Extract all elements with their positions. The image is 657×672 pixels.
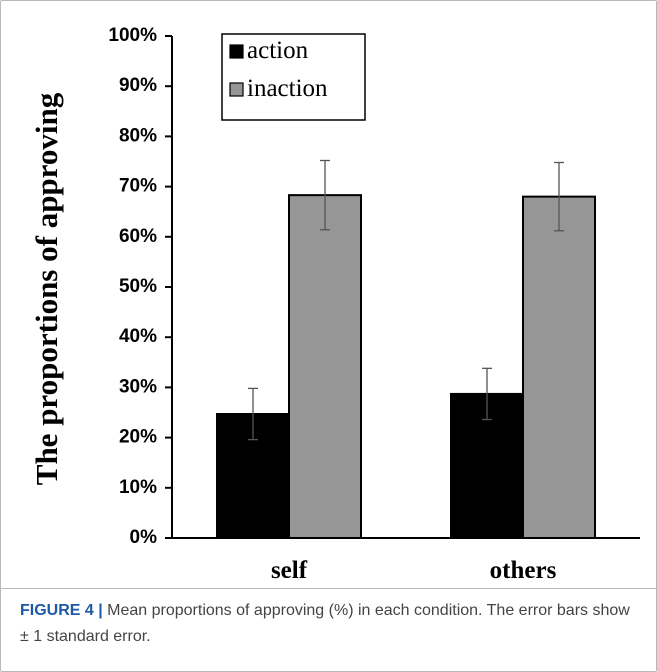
y-tick-label: 80% bbox=[119, 125, 157, 146]
y-tick-label: 10% bbox=[119, 477, 157, 498]
bar-chart: 0% 10% 20% 30% 40% 50% 60% 70% 80% 90% 100% self ot… bbox=[29, 25, 640, 584]
y-tick-label: 60% bbox=[119, 226, 157, 247]
x-category-label: self bbox=[271, 557, 308, 584]
y-tick-label: 100% bbox=[108, 25, 157, 46]
error-bars bbox=[248, 159, 564, 441]
y-tick-label: 30% bbox=[119, 376, 157, 397]
legend-label-inaction: inaction bbox=[247, 75, 328, 102]
bar-inaction-self bbox=[288, 194, 362, 539]
legend-swatch-action bbox=[229, 44, 244, 59]
figure-caption-label: FIGURE 4 | bbox=[20, 602, 103, 619]
caption-divider bbox=[0, 588, 657, 589]
figure-caption-text: Mean proportions of approving (%) in eac… bbox=[20, 602, 630, 645]
y-tick-label: 90% bbox=[119, 75, 157, 96]
legend: action inaction bbox=[221, 33, 366, 121]
bars bbox=[216, 194, 596, 540]
y-axis-title: The proportions of approving bbox=[29, 92, 64, 485]
x-category-label: others bbox=[490, 557, 557, 584]
y-tick-label: 20% bbox=[119, 427, 157, 448]
bar-inaction-others bbox=[522, 195, 596, 539]
y-axis: 0% 10% 20% 30% 40% 50% 60% 70% 80% 90% 100% bbox=[108, 25, 640, 548]
legend-box bbox=[221, 33, 366, 121]
y-tick-label: 0% bbox=[130, 527, 158, 548]
y-tick-label: 70% bbox=[119, 176, 157, 197]
y-tick-label: 40% bbox=[119, 326, 157, 347]
figure-caption: FIGURE 4 | Mean proportions of approving… bbox=[20, 598, 637, 650]
y-tick-label: 50% bbox=[119, 276, 157, 297]
legend-label-action: action bbox=[247, 37, 309, 64]
legend-swatch-inaction bbox=[229, 82, 244, 97]
x-axis-categories: self others bbox=[271, 557, 557, 584]
